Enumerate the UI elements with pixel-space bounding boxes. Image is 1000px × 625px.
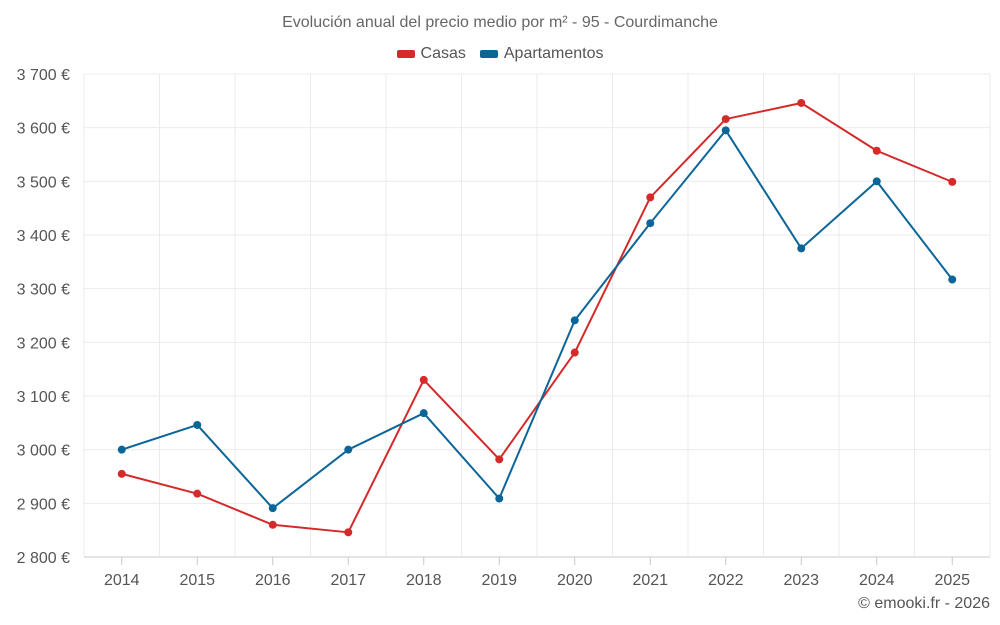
x-tick-label: 2024 bbox=[859, 572, 895, 589]
data-point-casas bbox=[193, 489, 202, 498]
data-point-apartamentos bbox=[117, 445, 126, 454]
data-point-apartamentos bbox=[797, 244, 806, 253]
y-tick-label: 3 600 € bbox=[17, 121, 70, 138]
data-point-casas bbox=[872, 146, 881, 155]
data-point-apartamentos bbox=[193, 420, 202, 429]
y-tick-label: 3 300 € bbox=[17, 282, 70, 299]
data-point-apartamentos bbox=[495, 494, 504, 503]
data-point-casas bbox=[344, 528, 353, 537]
legend-swatch-apartamentos bbox=[479, 50, 498, 58]
y-tick-label: 2 900 € bbox=[17, 496, 70, 513]
data-point-apartamentos bbox=[268, 504, 277, 513]
credit-text: © emooki.fr - 2026 bbox=[858, 595, 990, 612]
data-point-casas bbox=[419, 375, 428, 384]
y-tick-label: 3 100 € bbox=[17, 389, 70, 406]
data-point-apartamentos bbox=[872, 177, 881, 186]
data-point-casas bbox=[797, 98, 806, 107]
data-point-apartamentos bbox=[646, 219, 655, 228]
data-point-apartamentos bbox=[570, 316, 579, 325]
series-line-apartamentos bbox=[121, 129, 954, 510]
legend-label-casas: Casas bbox=[420, 45, 466, 62]
x-tick-label: 2019 bbox=[481, 572, 517, 589]
y-tick-label: 3 500 € bbox=[17, 174, 70, 191]
data-point-apartamentos bbox=[721, 126, 730, 135]
x-tick-label: 2014 bbox=[104, 572, 140, 589]
data-point-casas bbox=[117, 469, 126, 478]
y-tick-label: 3 200 € bbox=[17, 335, 70, 352]
data-point-casas bbox=[268, 520, 277, 529]
data-point-apartamentos bbox=[419, 409, 428, 418]
y-tick-label: 3 700 € bbox=[17, 67, 70, 84]
x-tick-label: 2015 bbox=[179, 572, 215, 589]
x-tick-label: 2021 bbox=[632, 572, 668, 589]
y-tick-label: 2 800 € bbox=[17, 550, 70, 567]
data-point-apartamentos bbox=[344, 445, 353, 454]
y-tick-label: 3 000 € bbox=[17, 443, 70, 460]
legend-swatch-casas bbox=[396, 50, 415, 58]
x-tick-label: 2022 bbox=[708, 572, 744, 589]
data-point-casas bbox=[495, 455, 504, 464]
x-tick-label: 2017 bbox=[330, 572, 366, 589]
legend: Casas Apartamentos bbox=[0, 45, 1000, 63]
chart-title: Evolución anual del precio medio por m² … bbox=[282, 14, 718, 31]
data-point-apartamentos bbox=[948, 275, 957, 284]
legend-item-casas[interactable]: Casas bbox=[396, 45, 466, 63]
series-line-casas bbox=[121, 101, 953, 534]
x-tick-label: 2018 bbox=[406, 572, 442, 589]
data-point-casas bbox=[646, 193, 655, 202]
x-tick-label: 2023 bbox=[783, 572, 819, 589]
x-tick-label: 2020 bbox=[557, 572, 593, 589]
data-point-casas bbox=[570, 348, 579, 357]
data-point-casas bbox=[948, 177, 957, 186]
x-tick-label: 2025 bbox=[934, 572, 970, 589]
x-tick-label: 2016 bbox=[255, 572, 291, 589]
legend-label-apartamentos: Apartamentos bbox=[503, 45, 604, 62]
y-tick-label: 3 400 € bbox=[17, 228, 70, 245]
data-point-casas bbox=[721, 115, 730, 124]
legend-item-apartamentos[interactable]: Apartamentos bbox=[479, 45, 604, 63]
